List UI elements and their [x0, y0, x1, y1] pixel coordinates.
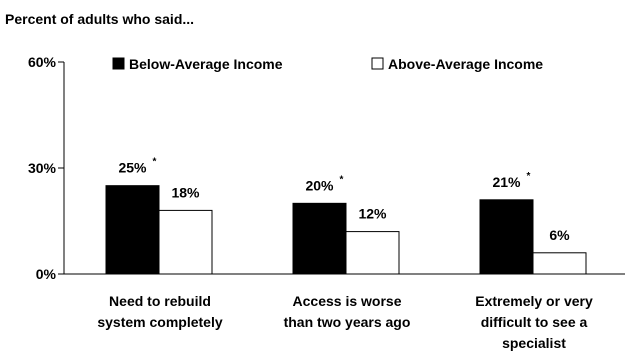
y-tick-label: 60% — [28, 54, 57, 70]
bars: 25% * 20% * 21% * 18% 12% 6% — [105, 157, 587, 275]
bar — [105, 185, 160, 275]
category-label-line: Access is worse — [293, 293, 402, 309]
significance-marker: * — [153, 157, 157, 168]
bar — [479, 199, 534, 275]
y-tick-label: 30% — [28, 160, 57, 176]
legend-swatch — [112, 57, 125, 70]
category-label: Need to rebuild system completely — [97, 293, 222, 330]
category-label: Extremely or very difficult to see a speci… — [475, 293, 593, 351]
category-label: Access is worse than two years ago — [284, 293, 411, 330]
data-label: 21% — [492, 174, 521, 190]
x-axis-categories: Need to rebuild system completely Access i… — [97, 293, 593, 351]
legend-swatch — [371, 57, 384, 70]
category-label-line: system completely — [97, 314, 222, 330]
bar — [158, 209, 213, 275]
category-label-line: than two years ago — [284, 314, 411, 330]
bar — [292, 202, 347, 275]
significance-marker: * — [527, 171, 531, 182]
data-label: 12% — [358, 206, 387, 222]
legend-label: Below-Average Income — [129, 56, 283, 72]
bar — [532, 252, 587, 275]
data-label: 18% — [171, 184, 200, 200]
chart-title: Percent of adults who said... — [5, 11, 194, 27]
data-label: 6% — [549, 227, 570, 243]
category-label-line: Need to rebuild — [109, 293, 211, 309]
category-label-line: specialist — [502, 335, 566, 351]
legend-label: Above-Average Income — [388, 56, 543, 72]
bar — [345, 231, 400, 275]
category-label-line: difficult to see a — [481, 314, 588, 330]
legend: Below-Average Income Above-Average Income — [112, 56, 543, 72]
data-label: 25% — [118, 160, 147, 176]
data-label: 20% — [305, 177, 334, 193]
significance-marker: * — [340, 174, 344, 185]
y-tick-label: 0% — [36, 266, 57, 282]
category-label-line: Extremely or very — [475, 293, 593, 309]
